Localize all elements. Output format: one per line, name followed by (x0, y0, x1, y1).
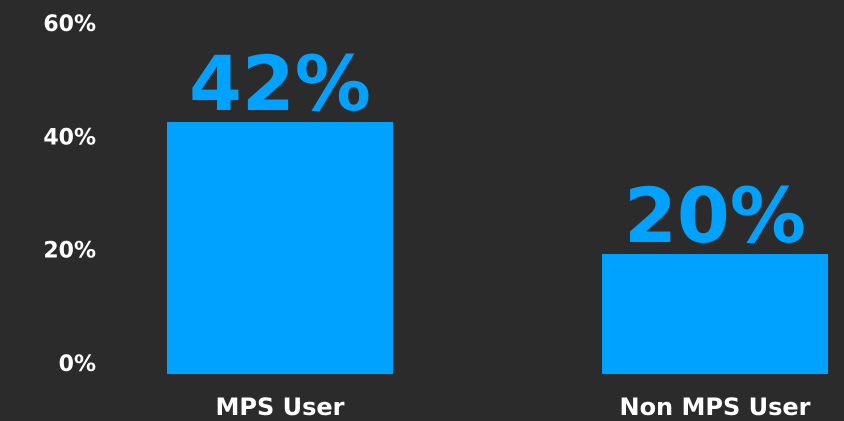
bar (602, 254, 828, 374)
y-tick-label: 60% (43, 12, 96, 37)
data-label: 20% (624, 171, 806, 260)
bar (167, 122, 393, 374)
y-tick-label: 40% (43, 125, 96, 150)
data-label: 42% (189, 39, 371, 128)
y-tick-label: 20% (43, 239, 96, 264)
x-tick-label: MPS User (216, 393, 345, 421)
x-tick-label: Non MPS User (619, 393, 810, 421)
y-tick-label: 0% (59, 352, 96, 377)
